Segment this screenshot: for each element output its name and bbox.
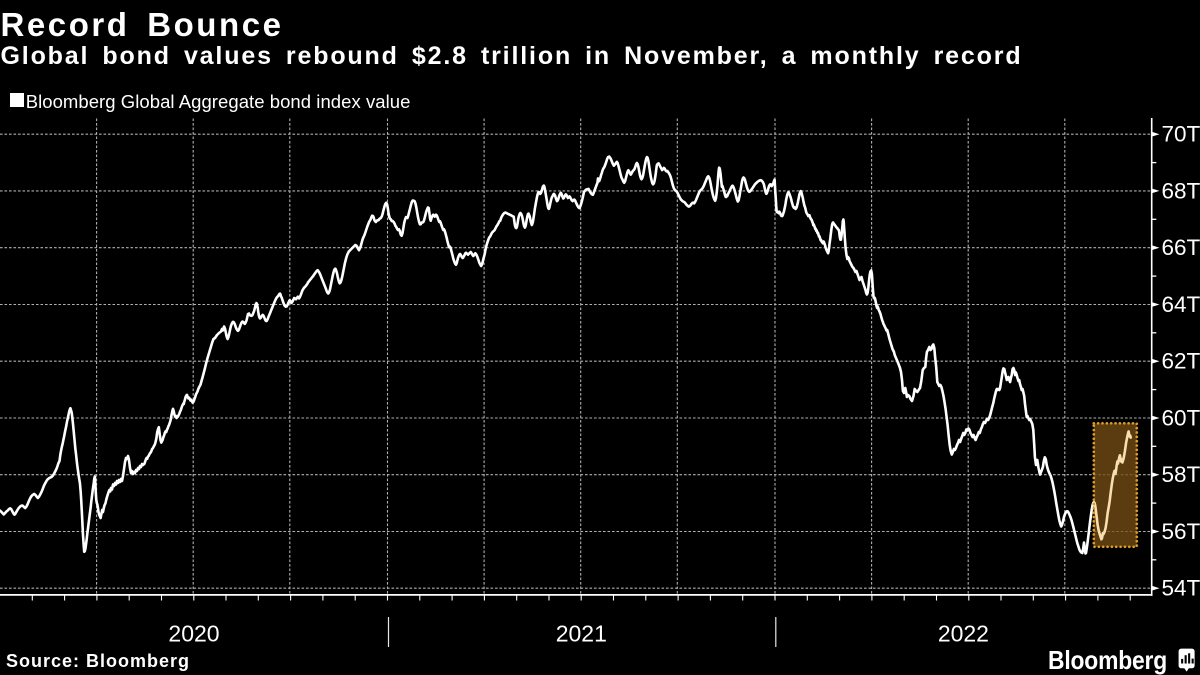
svg-text:64T: 64T [1162, 292, 1200, 317]
svg-text:68T: 68T [1162, 178, 1200, 203]
svg-text:54T: 54T [1162, 576, 1200, 601]
svg-text:60T: 60T [1162, 406, 1200, 431]
svg-text:58T: 58T [1162, 462, 1200, 487]
svg-text:66T: 66T [1162, 235, 1200, 260]
svg-text:70T: 70T [1162, 122, 1200, 147]
svg-text:2021: 2021 [556, 621, 607, 647]
svg-text:56T: 56T [1162, 519, 1200, 544]
svg-text:62T: 62T [1162, 349, 1200, 374]
svg-text:2022: 2022 [938, 621, 989, 647]
svg-text:2020: 2020 [168, 621, 219, 647]
